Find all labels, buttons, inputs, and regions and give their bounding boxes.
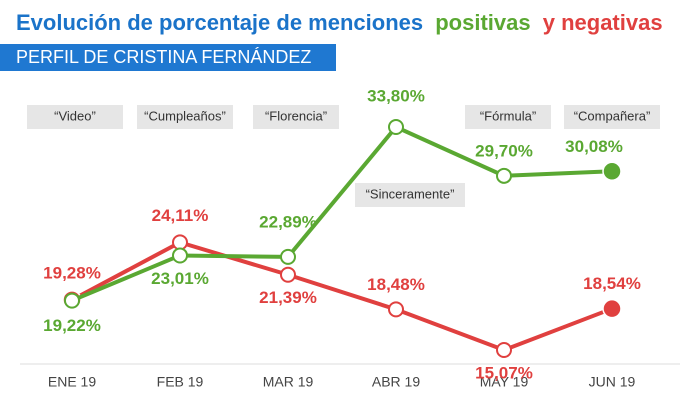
annotation-box xyxy=(253,105,339,129)
point xyxy=(602,298,622,319)
title-part: y negativas xyxy=(543,10,663,35)
data-label: 19,22% xyxy=(43,316,101,335)
annotation: “Florencia” xyxy=(265,108,327,123)
subtitle-banner xyxy=(0,44,336,71)
chart-title: Evolución de porcentaje de menciones pos… xyxy=(16,10,663,35)
data-label: 18,48% xyxy=(367,275,425,294)
x-tick-label: FEB 19 xyxy=(157,374,204,390)
data-label: 29,70% xyxy=(475,141,533,160)
x-tick-label: ENE 19 xyxy=(48,374,96,390)
point xyxy=(172,234,188,251)
point xyxy=(496,342,512,358)
annotation-box xyxy=(137,105,233,129)
annotation-box xyxy=(27,105,123,129)
series-line xyxy=(71,240,613,353)
point xyxy=(172,247,188,264)
annotation: “Sinceramente” xyxy=(366,186,455,201)
point xyxy=(280,266,296,283)
point xyxy=(388,301,404,318)
annotation-box xyxy=(465,105,551,129)
data-label: 19,28% xyxy=(43,263,101,282)
series-line xyxy=(71,124,613,303)
data-label: 23,01% xyxy=(151,269,209,288)
annotation: “Video” xyxy=(54,108,96,123)
data-label: 30,08% xyxy=(565,137,623,156)
point xyxy=(602,161,622,182)
annotation: “Cumpleaños” xyxy=(144,108,226,123)
annotation-box xyxy=(564,105,660,129)
annotation: “Fórmula” xyxy=(480,108,536,123)
data-label: 33,80% xyxy=(367,86,425,105)
data-label: 21,39% xyxy=(259,288,317,307)
title-part: positivas xyxy=(435,10,530,35)
data-label: 24,11% xyxy=(152,206,209,225)
x-tick-label: ABR 19 xyxy=(372,374,420,390)
subtitle: PERFIL DE CRISTINA FERNÁNDEZ xyxy=(16,47,311,67)
point xyxy=(388,119,404,135)
x-tick-label: JUN 19 xyxy=(589,374,636,390)
data-label: 15,07% xyxy=(475,363,533,382)
point xyxy=(64,292,80,309)
data-label: 18,54% xyxy=(583,274,641,293)
title-part: Evolución de porcentaje de menciones xyxy=(16,10,423,35)
annotation: “Compañera” xyxy=(574,108,651,123)
x-tick-label: MAR 19 xyxy=(263,374,314,390)
data-label: 22,89% xyxy=(259,212,317,231)
annotation-box xyxy=(355,183,465,207)
x-tick-label: MAY 19 xyxy=(480,374,529,390)
point xyxy=(280,248,296,265)
point xyxy=(496,167,512,184)
